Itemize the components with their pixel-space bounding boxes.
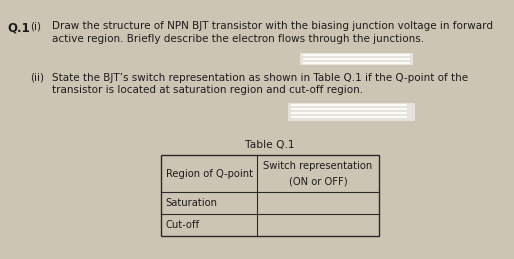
Text: Table Q.1: Table Q.1: [245, 140, 295, 150]
Text: Region of Q-point: Region of Q-point: [166, 169, 253, 178]
Text: Draw the structure of NPN BJT transistor with the biasing junction voltage in fo: Draw the structure of NPN BJT transistor…: [52, 21, 493, 31]
Bar: [161, 155, 378, 236]
Text: (ii): (ii): [30, 73, 44, 83]
Text: Q.1: Q.1: [7, 21, 30, 34]
Text: active region. Briefly describe the electron flows through the junctions.: active region. Briefly describe the elec…: [52, 34, 424, 44]
Text: (ON or OFF): (ON or OFF): [289, 176, 347, 186]
Bar: [300, 53, 413, 65]
Text: Saturation: Saturation: [165, 198, 217, 208]
Bar: [288, 103, 415, 121]
Text: transistor is located at saturation region and cut-off region.: transistor is located at saturation regi…: [52, 85, 363, 96]
Text: (i): (i): [30, 21, 41, 31]
Text: Cut-off: Cut-off: [165, 220, 199, 230]
Text: Switch representation: Switch representation: [263, 161, 373, 171]
Text: State the BJT’s switch representation as shown in Table Q.1 if the Q-point of th: State the BJT’s switch representation as…: [52, 73, 468, 83]
